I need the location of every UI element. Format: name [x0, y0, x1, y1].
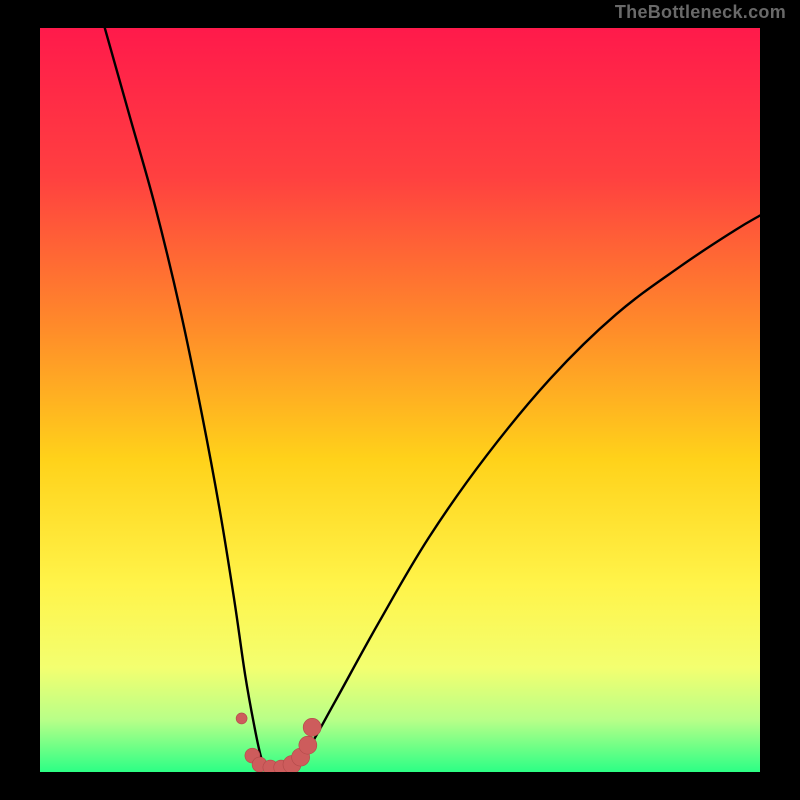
- chart-svg: [0, 0, 800, 800]
- watermark: TheBottleneck.com: [615, 2, 786, 23]
- curve-marker: [303, 718, 321, 736]
- chart-stage: { "watermark": { "text": "TheBottleneck.…: [0, 0, 800, 800]
- plot-background: [40, 28, 760, 772]
- curve-marker: [299, 736, 317, 754]
- curve-marker: [236, 713, 247, 724]
